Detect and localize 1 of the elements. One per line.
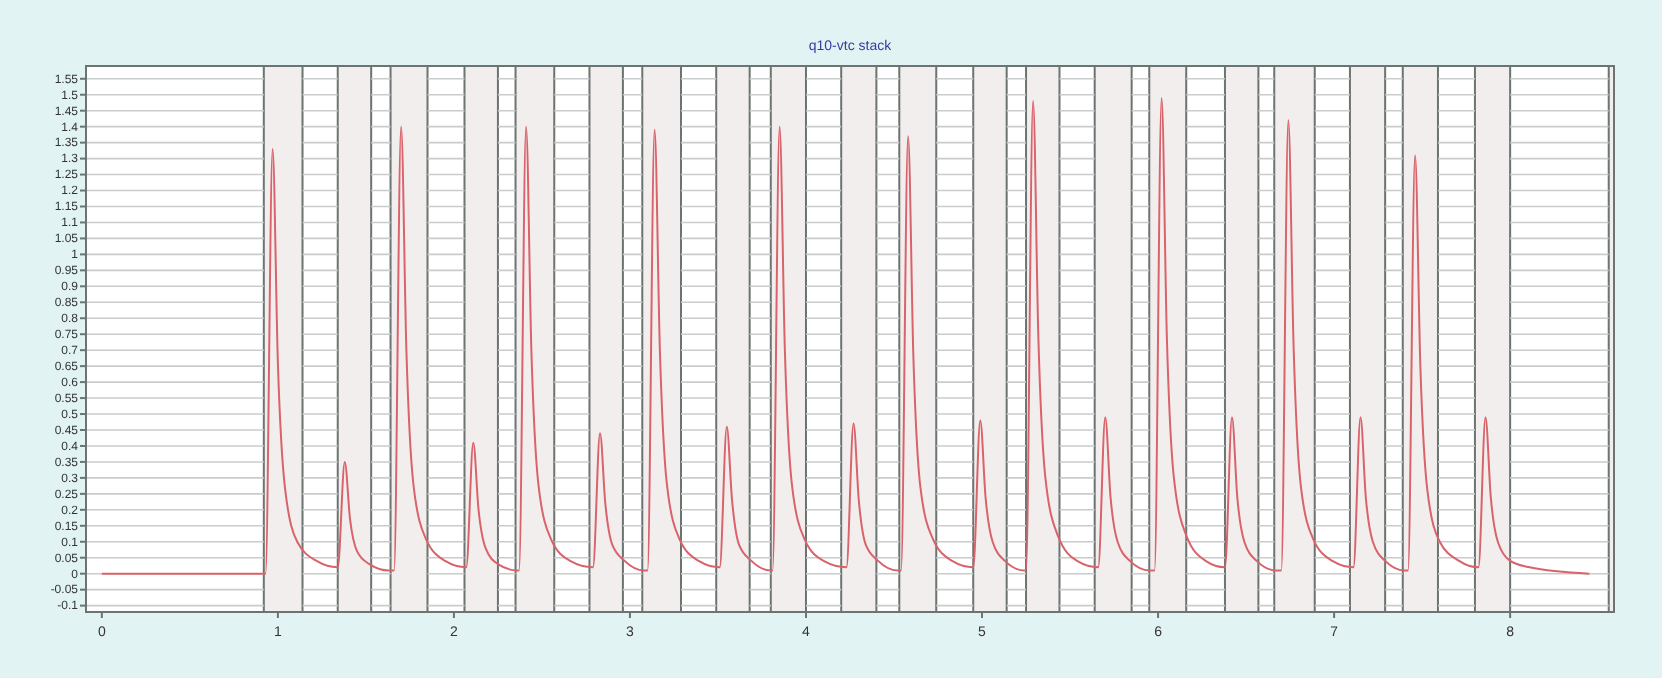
line-series	[100, 96, 1591, 575]
